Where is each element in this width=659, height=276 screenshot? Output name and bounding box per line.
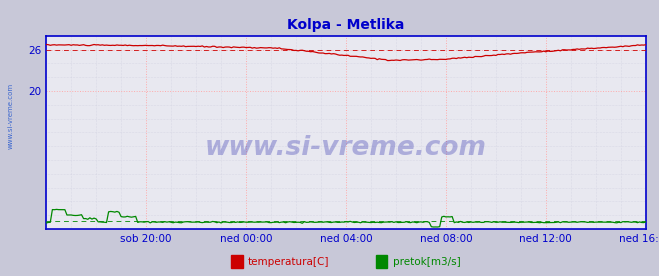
Text: pretok[m3/s]: pretok[m3/s]	[393, 257, 461, 267]
Text: temperatura[C]: temperatura[C]	[248, 257, 330, 267]
Title: Kolpa - Metlika: Kolpa - Metlika	[287, 18, 405, 32]
Text: www.si-vreme.com: www.si-vreme.com	[205, 135, 487, 161]
Text: www.si-vreme.com: www.si-vreme.com	[8, 83, 14, 149]
